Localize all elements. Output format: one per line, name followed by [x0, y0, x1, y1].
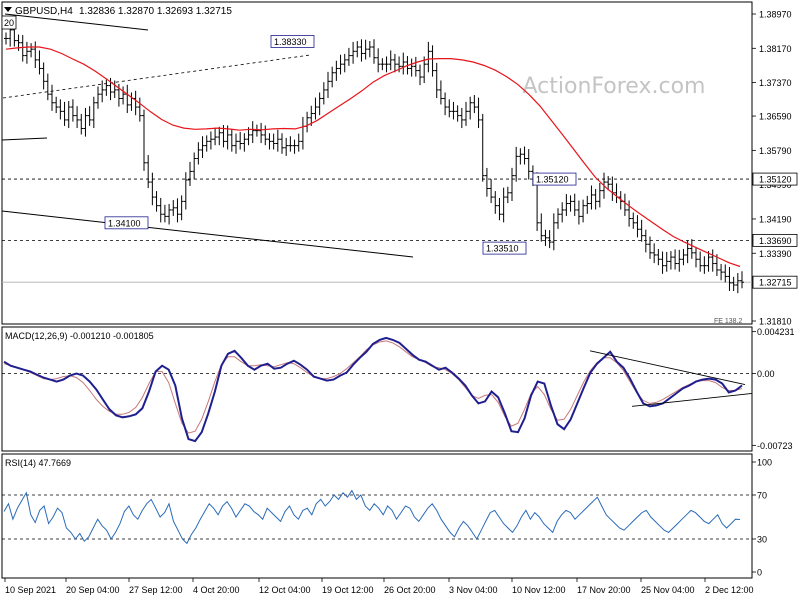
time-axis-label: 12 Oct 04:00 [259, 585, 311, 595]
price-annotation-box [482, 241, 527, 255]
macd-axis-label: -0.00723 [757, 441, 793, 451]
fe-label: FE 138.2 [714, 318, 743, 325]
time-axis-label: 10 Nov 12:00 [512, 585, 566, 595]
price-annotation-label: 1.34100 [108, 218, 141, 228]
price-annotation-box [104, 216, 149, 230]
panel-frames [1, 1, 753, 579]
price-axis-label: 1.37370 [759, 78, 792, 88]
price-axis-label: 1.33390 [759, 249, 792, 259]
lower-trendline [1, 210, 414, 258]
rsi-axis-label: 100 [757, 458, 772, 468]
price-axis-label: 1.36590 [759, 112, 792, 122]
upper-trendline [4, 13, 149, 31]
time-axis-label: 26 Oct 20:00 [384, 585, 436, 595]
time-axis-label: 2 Dec 12:00 [705, 585, 754, 595]
macd-lower-trendline [631, 393, 753, 407]
macd-upper-trendline [589, 350, 746, 385]
time-axis-label: 20 Sep 04:00 [66, 585, 120, 595]
rsi-panel[interactable] [2, 489, 752, 545]
rsi-line [3, 489, 741, 545]
macd-title: MACD(12,26,9) -0.001210 -0.001805 [5, 331, 154, 341]
price-axis-label: 1.31810 [759, 316, 792, 326]
macd-line [3, 336, 743, 443]
upper-channel-dashed [2, 54, 311, 99]
watermark-text: ActionForex.com [523, 74, 706, 99]
macd-frame [1, 326, 753, 452]
corner-tag: 20 [4, 18, 14, 28]
time-axis-label: 17 Nov 20:00 [577, 585, 631, 595]
rsi-title: RSI(14) 47.7669 [5, 458, 71, 468]
time-axis-label: 10 Sep 2021 [5, 585, 56, 595]
level-tag-box [752, 172, 798, 186]
price-axis-label: 1.38970 [759, 10, 792, 20]
price-annotation-box [270, 35, 315, 48]
price-annotation-label: 1.33510 [486, 244, 519, 254]
price-annotation-label: 1.35120 [536, 175, 569, 185]
time-axis-label: 27 Sep 12:00 [129, 585, 183, 595]
current-price-tag-box [752, 275, 798, 289]
time-axis-label: 4 Oct 20:00 [193, 585, 240, 595]
time-axis-label: 19 Oct 12:00 [322, 585, 374, 595]
rsi-axis-label: 30 [757, 535, 767, 545]
current-price-tag: 1.32715 [759, 278, 792, 288]
rsi-axis-label: 0 [757, 568, 762, 578]
corner-tag-box [1, 15, 17, 30]
moving-average-line [5, 46, 741, 268]
price-annotation-label: 1.38330 [274, 37, 307, 47]
menu-triangle-icon[interactable] [4, 7, 12, 12]
macd-panel[interactable] [2, 336, 753, 443]
price-axis-label: 1.38170 [759, 44, 792, 54]
level-tag-box [752, 233, 798, 247]
level-tag: 1.35120 [759, 175, 792, 185]
axes: 1.389701.381701.373701.365901.357901.349… [4, 10, 798, 595]
rsi-frame [1, 453, 753, 579]
ohlc-readout: 1.32836 1.32870 1.32693 1.32715 [79, 6, 232, 17]
time-axis-label: 25 Nov 04:00 [641, 585, 695, 595]
level-tag: 1.33690 [759, 236, 792, 246]
symbol-label: GBPUSD,H4 [15, 6, 73, 17]
time-axis-label: 3 Nov 04:00 [449, 585, 498, 595]
price-annotation-box [532, 172, 577, 186]
price-axis-label: 1.35790 [759, 146, 792, 156]
price-panel[interactable]: 1.38330 1.34100 1.33510 1.35120 [1, 13, 752, 294]
price-frame [1, 1, 753, 325]
rsi-axis-label: 70 [757, 491, 767, 501]
macd-axis-label: 0.00 [757, 369, 775, 379]
short-trendline [1, 137, 48, 141]
macd-axis-label: 0.004231 [757, 327, 795, 337]
price-axis-label: 1.34190 [759, 214, 792, 224]
